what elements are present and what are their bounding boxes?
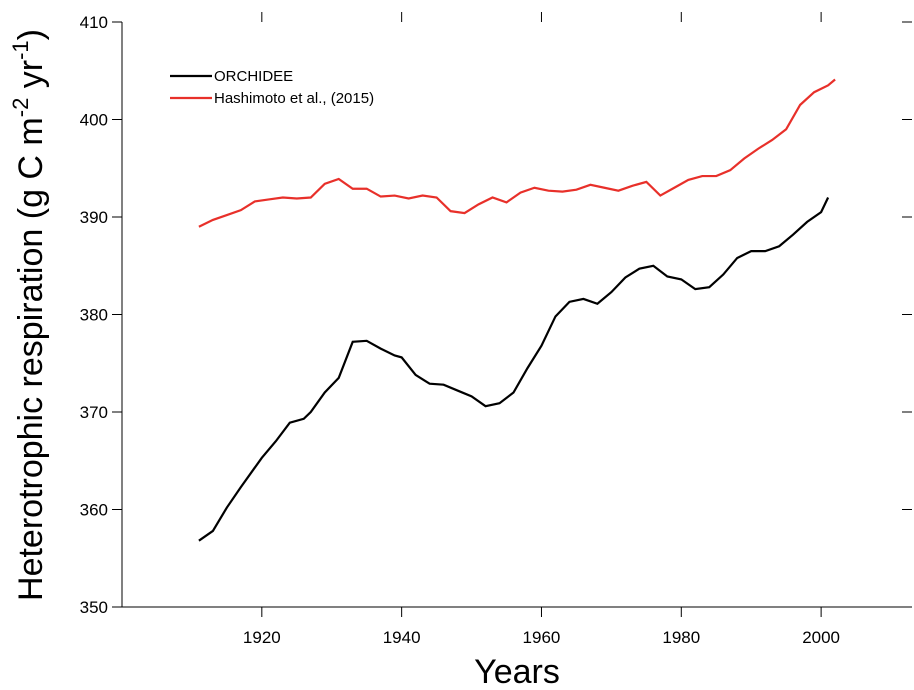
- y-label-part: Heterotrophic respiration (g C m: [12, 117, 50, 601]
- x-tick-label: 1940: [383, 628, 421, 647]
- y-label-sup: -1: [8, 40, 33, 60]
- x-tick-label: 1920: [243, 628, 281, 647]
- x-axis-label: Years: [474, 653, 560, 690]
- legend-label: Hashimoto et al., (2015): [214, 90, 374, 107]
- y-label-part: yr: [12, 60, 50, 98]
- x-tick-label: 1960: [523, 628, 561, 647]
- y-label-part: ): [12, 29, 50, 40]
- y-tick-label: 400: [80, 111, 108, 130]
- series-line: [198, 78, 836, 228]
- y-label-sup: -2: [8, 98, 33, 118]
- y-tick-label: 390: [80, 208, 108, 227]
- y-tick-label: 380: [80, 306, 108, 325]
- y-tick-label: 410: [80, 13, 108, 32]
- series-line: [198, 197, 830, 542]
- y-axis-label: Heterotrophic respiration (g C m-2 yr-1): [8, 29, 50, 601]
- x-tick-label: 2000: [802, 628, 840, 647]
- y-tick-label: 370: [80, 403, 108, 422]
- x-tick-label: 1980: [662, 628, 700, 647]
- legend-label: ORCHIDEE: [214, 68, 293, 85]
- y-tick-label: 350: [80, 598, 108, 617]
- y-tick-label: 360: [80, 501, 108, 520]
